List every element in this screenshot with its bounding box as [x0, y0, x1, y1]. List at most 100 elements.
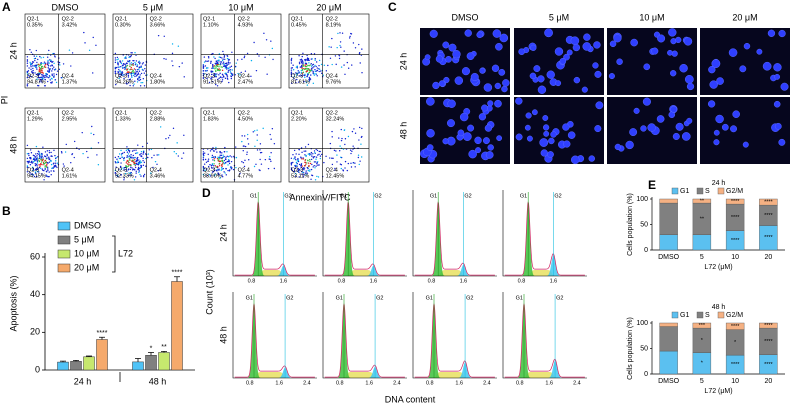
dot: [132, 168, 135, 170]
dot: [73, 140, 76, 143]
dot: [53, 170, 55, 172]
dot: [126, 146, 128, 148]
row-label: 24 h: [8, 42, 18, 60]
dot: [290, 58, 293, 61]
dot: [38, 166, 41, 169]
plot-frame: [200, 107, 282, 183]
flow-plot: Q2-10.45%Q2-28.19%Q2-381.61%Q2-49.76%: [288, 13, 370, 89]
dot: [300, 156, 302, 158]
dot: [311, 163, 313, 166]
dot: [38, 70, 41, 73]
dot: [350, 166, 353, 168]
quadrant-value: 1.80%: [150, 79, 166, 85]
dot: [31, 71, 33, 74]
dot: [344, 160, 347, 163]
dot: [127, 73, 130, 75]
dot: [134, 52, 136, 54]
dot: [128, 172, 130, 174]
quadrant-name: Q2-3: [27, 73, 39, 79]
dot: [304, 60, 307, 62]
nucleus: [515, 133, 523, 141]
dot: [203, 154, 205, 157]
dot: [140, 150, 143, 153]
dot: [41, 71, 44, 74]
dot: [224, 62, 227, 65]
nucleus: [446, 119, 455, 128]
legend-swatch: [696, 187, 704, 195]
dot: [292, 161, 294, 164]
panel-label: A: [2, 0, 11, 14]
dot: [296, 65, 298, 67]
dot: [265, 39, 268, 41]
dot: [38, 164, 40, 166]
nucleus: [614, 143, 622, 151]
dot: [203, 73, 206, 75]
dot: [34, 72, 36, 74]
dot: [139, 76, 141, 79]
dot: [226, 77, 229, 79]
dot: [315, 61, 318, 63]
dot: [115, 174, 117, 176]
legend-label: 20 μM: [74, 262, 99, 272]
column-header: 5 μM: [143, 2, 163, 12]
dot: [212, 52, 214, 55]
dot: [337, 32, 339, 35]
nucleus: [581, 86, 588, 93]
nucleus: [459, 112, 469, 122]
quadrant-value: 0.35%: [27, 22, 43, 28]
x-tick-label: 2.4: [303, 380, 311, 386]
dot: [117, 71, 119, 74]
dot: [39, 67, 42, 70]
dot: [26, 157, 29, 160]
dot: [53, 162, 55, 164]
dot: [148, 149, 150, 151]
dot: [145, 70, 147, 72]
dot: [221, 74, 224, 76]
dot: [290, 168, 293, 170]
dot: [290, 62, 293, 64]
dot: [116, 59, 118, 61]
dot: [26, 59, 29, 61]
dot: [26, 73, 29, 75]
dot: [53, 166, 56, 168]
dot: [303, 165, 306, 167]
dot: [38, 153, 40, 156]
dot: [135, 60, 138, 62]
dot: [312, 153, 314, 155]
dot: [39, 64, 41, 67]
dot: [211, 163, 214, 165]
dot: [125, 82, 128, 84]
dot: [351, 64, 353, 66]
dot: [33, 158, 35, 160]
dot: [230, 73, 233, 76]
dot: [213, 75, 215, 77]
significance-label: ****: [731, 199, 740, 205]
dot: [253, 165, 256, 168]
dot: [237, 72, 239, 75]
dot: [47, 59, 49, 62]
dot: [215, 148, 217, 151]
dot: [226, 68, 228, 70]
dot: [224, 172, 226, 174]
dot: [228, 162, 231, 165]
nucleus: [651, 47, 659, 55]
dot: [118, 168, 120, 171]
dot: [31, 62, 33, 65]
dot: [143, 173, 146, 176]
peak-label: G1: [430, 193, 437, 199]
dot: [30, 51, 33, 54]
dot: [295, 66, 298, 68]
quadrant-value: 88.90%: [203, 173, 222, 179]
quadrant-name: Q2-4: [326, 73, 338, 79]
dot: [211, 154, 214, 157]
dot: [268, 156, 271, 158]
nucleus: [461, 67, 471, 76]
nucleus: [426, 144, 434, 151]
error-bar: [73, 359, 79, 362]
nucleus: [647, 123, 656, 132]
dot: [65, 143, 67, 146]
dot: [202, 169, 205, 172]
nucleus: [487, 100, 494, 107]
dot: [218, 169, 220, 171]
dot: [219, 63, 222, 65]
